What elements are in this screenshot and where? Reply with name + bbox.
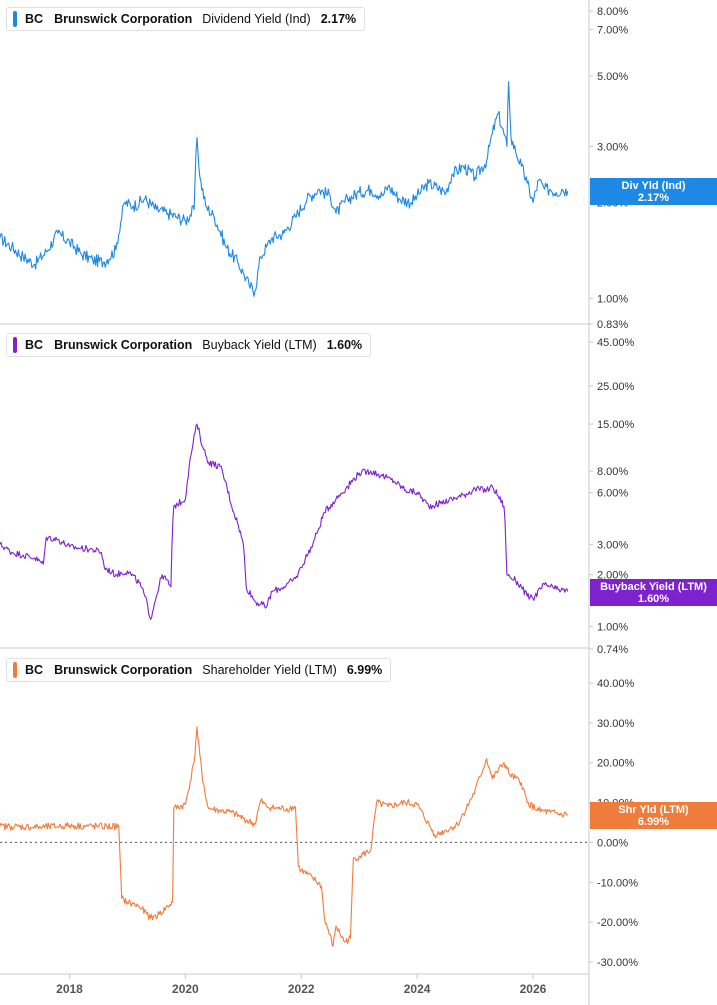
badge-value: 1.60% (637, 593, 670, 605)
badge-value: 6.99% (637, 816, 670, 828)
x-tick-label: 2022 (288, 982, 315, 996)
legend-dividend-yield: BC Brunswick Corporation Dividend Yield … (6, 7, 366, 31)
y-tick-label: -10.00% (597, 877, 638, 889)
y-tick-label: 0.00% (597, 837, 628, 849)
y-tick-label: 40.00% (597, 678, 635, 690)
badge-title: Div Yld (Ind) (621, 180, 686, 192)
legend-value: 2.17% (320, 12, 357, 26)
badge-title: Buyback Yield (LTM) (600, 581, 707, 593)
y-tick-label: 2.00% (597, 570, 628, 582)
badge-title: Shr Yld (LTM) (618, 804, 689, 816)
legend-company: Brunswick Corporation (54, 663, 193, 677)
legend-buyback-yield: BC Brunswick Corporation Buyback Yield (… (6, 333, 372, 357)
y-tick-label: -20.00% (597, 917, 638, 929)
legend-metric: Shareholder Yield (LTM) (202, 663, 337, 677)
series-line (0, 726, 568, 947)
y-tick-label: 0.74% (597, 644, 628, 656)
x-tick-label: 2020 (172, 982, 199, 996)
y-tick-label: 7.00% (597, 24, 628, 36)
x-tick-label: 2024 (404, 982, 431, 996)
series-line (0, 81, 569, 297)
legend-ticker: BC (25, 12, 44, 26)
legend-company: Brunswick Corporation (54, 12, 193, 26)
legend-ticker: BC (25, 338, 44, 352)
y-tick-label: 45.00% (597, 337, 635, 349)
y-tick-label: 8.00% (597, 466, 628, 478)
x-tick-label: 2018 (56, 982, 83, 996)
y-tick-label: 5.00% (597, 71, 628, 83)
legend-shareholder-yield: BC Brunswick Corporation Shareholder Yie… (6, 658, 392, 682)
badge-shareholder-yield: Shr Yld (LTM) 6.99% (590, 802, 717, 829)
badge-dividend-yield: Div Yld (Ind) 2.17% (590, 178, 717, 205)
x-tick-label: 2026 (520, 982, 547, 996)
legend-swatch-shareholder (13, 662, 17, 678)
legend-swatch-dividend (13, 11, 17, 27)
y-tick-label: 30.00% (597, 718, 635, 730)
badge-buyback-yield: Buyback Yield (LTM) 1.60% (590, 579, 717, 606)
legend-metric: Buyback Yield (LTM) (202, 338, 317, 352)
legend-value: 6.99% (346, 663, 383, 677)
y-tick-label: 6.00% (597, 488, 628, 500)
legend-value: 1.60% (326, 338, 363, 352)
y-tick-label: 20.00% (597, 758, 635, 770)
legend-ticker: BC (25, 663, 44, 677)
y-tick-label: -30.00% (597, 957, 638, 969)
y-tick-label: 1.00% (597, 293, 628, 305)
y-tick-label: 1.00% (597, 621, 628, 633)
y-tick-label: 15.00% (597, 419, 635, 431)
badge-value: 2.17% (637, 192, 670, 204)
series-line (0, 423, 569, 620)
legend-metric: Dividend Yield (Ind) (202, 12, 311, 26)
y-tick-label: 25.00% (597, 381, 635, 393)
legend-company: Brunswick Corporation (54, 338, 193, 352)
legend-swatch-buyback (13, 337, 17, 353)
y-tick-label: 0.83% (597, 319, 628, 331)
y-tick-label: 8.00% (597, 6, 628, 18)
y-tick-label: 3.00% (597, 141, 628, 153)
y-tick-label: 3.00% (597, 539, 628, 551)
